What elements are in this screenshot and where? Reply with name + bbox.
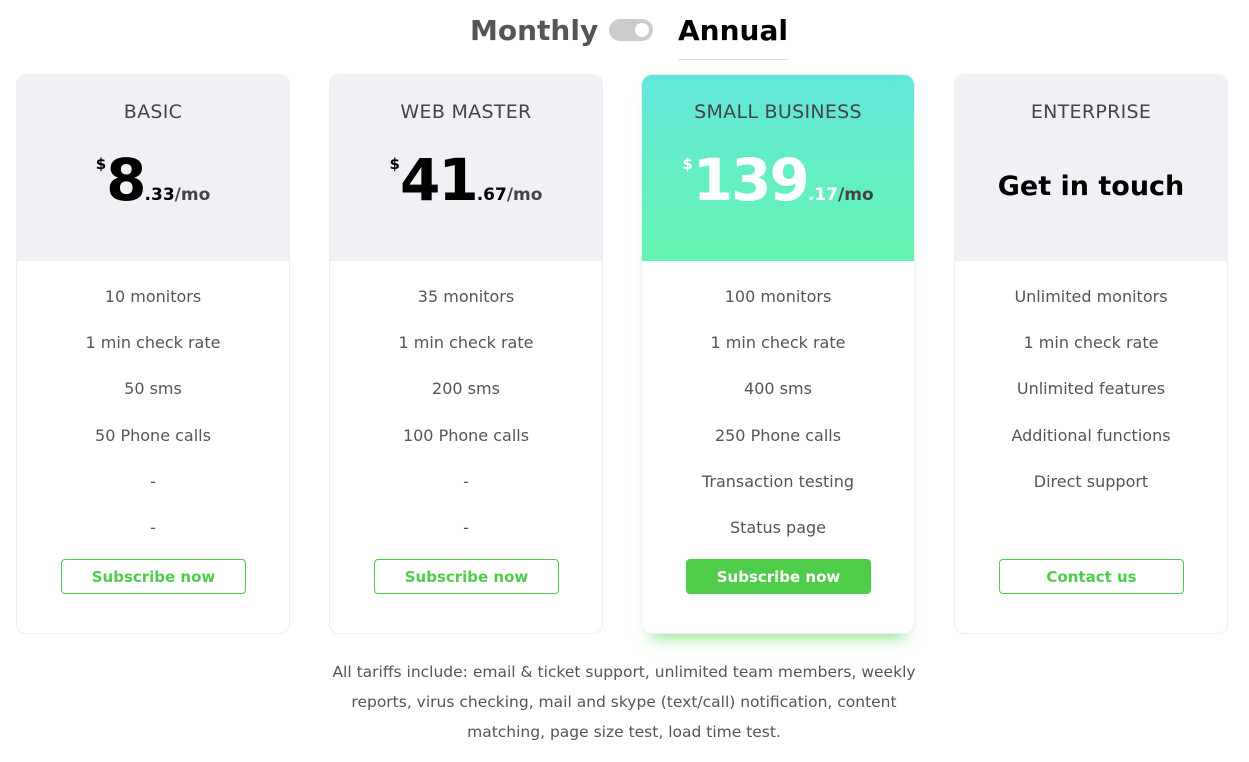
- price-amount: 41: [399, 146, 479, 214]
- plan-header: SMALL BUSINESS $139.17/mo: [642, 75, 914, 261]
- feature-item: Unlimited monitors: [1014, 287, 1168, 306]
- feature-item: 1 min check rate: [710, 333, 846, 353]
- contact-button[interactable]: Contact us: [999, 559, 1184, 594]
- plan-header: BASIC $8.33/mo: [17, 75, 289, 261]
- feature-item: 100 Phone calls: [402, 425, 530, 445]
- price-period: /mo: [506, 185, 543, 205]
- plan-card-basic: BASIC $8.33/mo 10 monitors 1 min check rat…: [16, 74, 290, 634]
- plan-name: SMALL BUSINESS: [694, 101, 862, 123]
- price: $41.67/mo: [330, 151, 602, 209]
- feature-item: 50 sms: [124, 379, 182, 399]
- monthly-label[interactable]: Monthly: [470, 14, 599, 47]
- feature-item: 200 sms: [432, 379, 500, 399]
- currency-symbol: $: [389, 155, 400, 173]
- billing-period-switch[interactable]: [609, 19, 653, 41]
- feature-item: -: [150, 517, 156, 537]
- feature-item: -: [463, 471, 469, 491]
- price-cents: .33: [144, 185, 175, 205]
- plan-header: ENTERPRISE Get in touch: [955, 75, 1227, 261]
- price-amount: 8: [106, 146, 146, 214]
- feature-item: 10 monitors: [104, 287, 202, 306]
- price-period: /mo: [174, 185, 211, 205]
- plan-name: BASIC: [123, 101, 183, 123]
- feature-item: 400 sms: [744, 379, 812, 399]
- plan-header: WEB MASTER $41.67/mo: [330, 75, 602, 261]
- subscribe-button[interactable]: Subscribe now: [686, 559, 871, 594]
- subscribe-button[interactable]: Subscribe now: [61, 559, 246, 594]
- feature-list: Unlimited monitors 1 min check rate Unlimi…: [955, 287, 1227, 518]
- subscribe-button[interactable]: Subscribe now: [374, 559, 559, 594]
- feature-item: 35 monitors: [417, 287, 515, 306]
- plan-card-web-master: WEB MASTER $41.67/mo 35 monitors 1 min che…: [329, 74, 603, 634]
- tariffs-note: All tariffs include: email & ticket supp…: [332, 663, 916, 741]
- price: $8.33/mo: [17, 151, 289, 209]
- plan-card-small-business: SMALL BUSINESS $139.17/mo 100 monitors 1 m…: [641, 74, 915, 634]
- feature-item: Direct support: [1033, 471, 1149, 491]
- plan-name: WEB MASTER: [400, 101, 532, 123]
- currency-symbol: $: [682, 155, 693, 173]
- price-cents: .17: [807, 185, 839, 205]
- switch-knob: [635, 23, 649, 37]
- feature-item: 1 min check rate: [398, 333, 534, 353]
- annual-label[interactable]: Annual: [678, 14, 788, 60]
- headline: Get in touch: [997, 171, 1185, 202]
- plan-name: ENTERPRISE: [1030, 101, 1152, 123]
- feature-item: 100 monitors: [724, 287, 832, 306]
- feature-item: Transaction testing: [701, 471, 855, 491]
- feature-item: -: [150, 471, 156, 491]
- feature-item: -: [463, 517, 469, 537]
- billing-toggle: Monthly Annual: [0, 12, 1249, 60]
- feature-item: 1 min check rate: [1023, 333, 1159, 353]
- feature-item: Additional functions: [1011, 425, 1171, 445]
- plan-card-enterprise: ENTERPRISE Get in touch Unlimited monitor…: [954, 74, 1228, 634]
- feature-item: 1 min check rate: [85, 333, 221, 353]
- currency-symbol: $: [95, 155, 107, 173]
- feature-item: 250 Phone calls: [714, 425, 842, 445]
- price: $139.17/mo: [642, 151, 914, 209]
- price-period: /mo: [838, 185, 874, 205]
- feature-list: 35 monitors 1 min check rate 200 sms 100 Ph…: [330, 287, 602, 564]
- feature-list: 100 monitors 1 min check rate 400 sms 250 P…: [642, 287, 914, 564]
- feature-item: Status page: [729, 517, 827, 537]
- price-amount: 139: [692, 146, 810, 214]
- price-cents: .67: [476, 185, 507, 205]
- feature-item: Unlimited features: [1016, 379, 1166, 399]
- feature-item: 50 Phone calls: [95, 425, 211, 445]
- feature-list: 10 monitors 1 min check rate 50 sms 50 Phon…: [17, 287, 289, 564]
